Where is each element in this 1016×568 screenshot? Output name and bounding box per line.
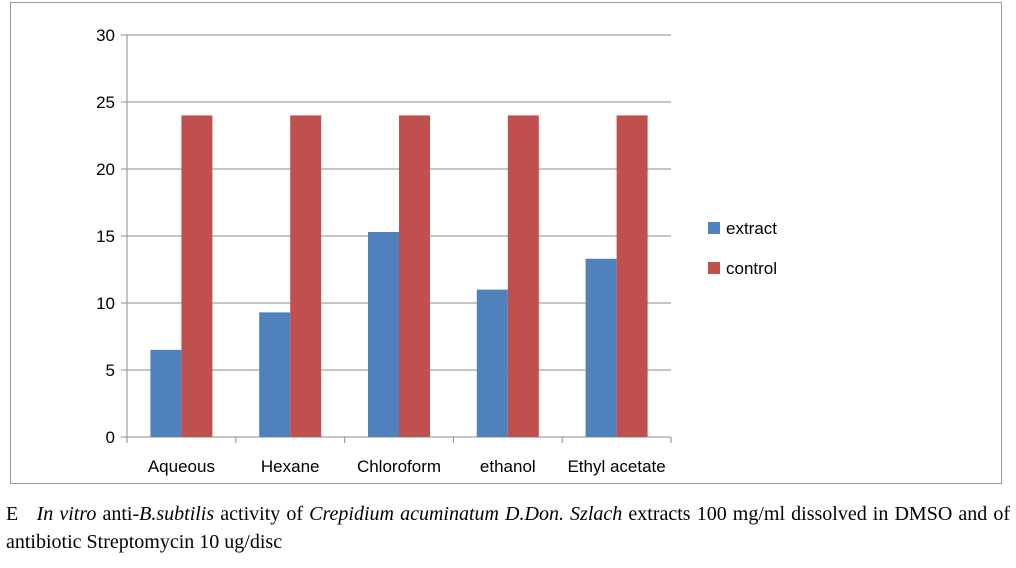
y-tick-label-10: 10	[96, 294, 115, 313]
caption-text-1: anti-	[96, 503, 140, 525]
x-category-label-hexane: Hexane	[261, 457, 320, 476]
caption-species: Crepidium acuminatum D.Don. Szlach	[309, 503, 623, 525]
caption-text-2: activity of	[214, 503, 310, 525]
legend-label-extract: extract	[726, 219, 777, 238]
bar-extract-hexane	[259, 312, 291, 437]
bar-control-ethyl-acetate	[616, 115, 648, 438]
caption-text-3: extracts 100 mg/ml dissolved in DMSO and…	[6, 503, 1011, 553]
bar-extract-chloroform	[368, 231, 399, 437]
y-tick-label-30: 30	[96, 26, 115, 45]
figure-caption: E In vitro anti-B.subtilis activity of C…	[6, 500, 1010, 556]
y-tick-label-20: 20	[96, 160, 115, 179]
legend-swatch-extract	[708, 222, 720, 234]
x-category-label-aqueous: Aqueous	[148, 457, 215, 476]
y-tick-label-0: 0	[106, 428, 115, 447]
legend-swatch-control	[708, 262, 720, 274]
bar-control-hexane	[290, 115, 322, 438]
y-tick-label-15: 15	[96, 227, 115, 246]
chart-frame: 0 5 10 15 20 25 30 Aqueous Hexane Chloroform ethan…	[10, 2, 1002, 484]
y-tick-label-5: 5	[106, 361, 115, 380]
x-category-label-chloroform: Chloroform	[357, 457, 441, 476]
caption-organism: B.subtilis	[139, 503, 215, 525]
x-category-label-ethyl-acetate: Ethyl acetate	[567, 457, 665, 476]
y-tick-label-25: 25	[96, 93, 115, 112]
x-category-label-ethanol: ethanol	[480, 457, 536, 476]
bar-extract-aqueous	[150, 349, 182, 437]
bar-control-ethanol	[507, 115, 539, 438]
bar-control-aqueous	[181, 115, 213, 438]
legend-label-control: control	[726, 259, 777, 278]
bar-extract-ethyl-acetate	[585, 258, 617, 437]
bar-chart: 0 5 10 15 20 25 30 Aqueous Hexane Chloroform ethan…	[96, 26, 777, 476]
bar-control-chloroform	[399, 115, 430, 438]
bar-extract-ethanol	[476, 289, 508, 437]
caption-in-vitro: In vitro	[36, 503, 97, 525]
caption-label: E	[6, 503, 19, 525]
